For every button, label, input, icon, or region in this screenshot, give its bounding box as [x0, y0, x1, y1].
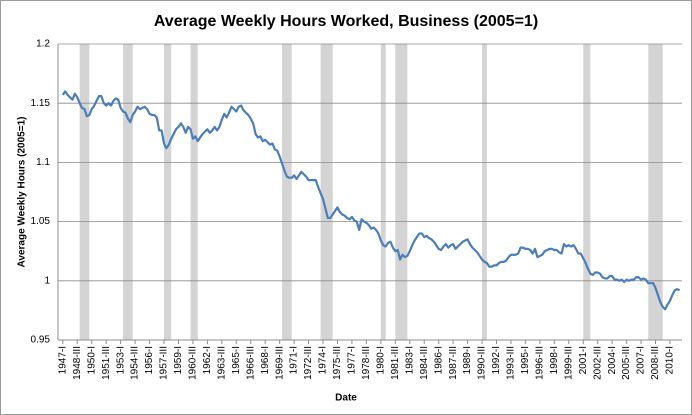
y-tick-label: 1.05: [31, 216, 51, 227]
x-tick-label: 1998-I: [549, 346, 560, 374]
x-tick-label: 1948-III: [72, 346, 83, 380]
shaded-range: [190, 44, 198, 340]
x-tick-label: 1971-I: [289, 346, 300, 374]
x-tick-label: 1975-III: [332, 346, 343, 380]
x-tick-label: 1953-I: [115, 346, 126, 374]
x-tick-label: 2008-III: [650, 346, 661, 380]
x-tick-label: 1951-III: [101, 346, 112, 380]
x-tick-label: 1960-III: [188, 346, 199, 380]
x-tick-label: 2005-III: [621, 346, 632, 380]
y-tick-label: 1.15: [31, 98, 51, 109]
shaded-range: [380, 44, 386, 340]
x-tick-label: 1966-III: [245, 346, 256, 380]
shaded-range: [482, 44, 487, 340]
x-tick-label: 2010-I: [665, 346, 676, 374]
shaded-range: [320, 44, 333, 340]
x-tick-label: 1987-III: [448, 346, 459, 380]
x-tick-label: 1957-III: [159, 346, 170, 380]
x-tick-label: 2007-I: [636, 346, 647, 374]
y-tick-label: 0.95: [31, 335, 51, 346]
x-tick-label: 1947-I: [57, 346, 68, 374]
x-tick-label: 1983-I: [404, 346, 415, 374]
x-tick-label: 1968-I: [260, 346, 271, 374]
x-tick-label: 1981-III: [390, 346, 401, 380]
x-tick-label: 2001-I: [578, 346, 589, 374]
x-tick-label: 1977-I: [347, 346, 358, 374]
shaded-range: [395, 44, 408, 340]
y-tick-label: 1.2: [36, 39, 50, 50]
x-tick-label: 1954-III: [130, 346, 141, 380]
x-tick-label: 2002-III: [592, 346, 603, 380]
x-tick-label: 1996-III: [534, 346, 545, 380]
x-tick-label: 1974-I: [318, 346, 329, 374]
y-tick-label: 1.1: [36, 157, 50, 168]
shaded-range: [164, 44, 172, 340]
x-tick-label: 1993-III: [506, 346, 517, 380]
x-tick-label: 1995-I: [520, 346, 531, 374]
x-tick-label: 1972-III: [303, 346, 314, 380]
x-tick-label: 1969-III: [274, 346, 285, 380]
x-tick-label: 1980-I: [375, 346, 386, 374]
x-tick-label: 1962-I: [202, 346, 213, 374]
shaded-range: [648, 44, 663, 340]
x-tick-label: 1950-I: [86, 346, 97, 374]
x-tick-label: 1984-III: [419, 346, 430, 380]
shaded-range: [79, 44, 90, 340]
shaded-range: [583, 44, 591, 340]
x-tick-label: 1992-I: [491, 346, 502, 374]
y-tick-label: 1: [44, 275, 50, 286]
x-tick-label: 1986-I: [433, 346, 444, 374]
x-tick-label: 2004-I: [607, 346, 618, 374]
x-tick-label: 1990-III: [477, 346, 488, 380]
chart-title: Average Weekly Hours Worked, Business (2…: [154, 13, 538, 30]
shaded-range: [282, 44, 292, 340]
x-tick-label: 1999-III: [563, 346, 574, 380]
y-axis-label: Average Weekly Hours (2005=1): [17, 117, 28, 268]
x-tick-label: 1959-I: [173, 346, 184, 374]
x-tick-label: 1965-I: [231, 346, 242, 374]
x-tick-label: 1978-III: [361, 346, 372, 380]
shaded-range: [123, 44, 133, 340]
x-tick-label: 1989-I: [462, 346, 473, 374]
x-tick-label: 1956-I: [144, 346, 155, 374]
x-tick-label: 1963-III: [216, 346, 227, 380]
data-line: [61, 90, 681, 311]
x-axis-label: Date: [335, 393, 357, 404]
